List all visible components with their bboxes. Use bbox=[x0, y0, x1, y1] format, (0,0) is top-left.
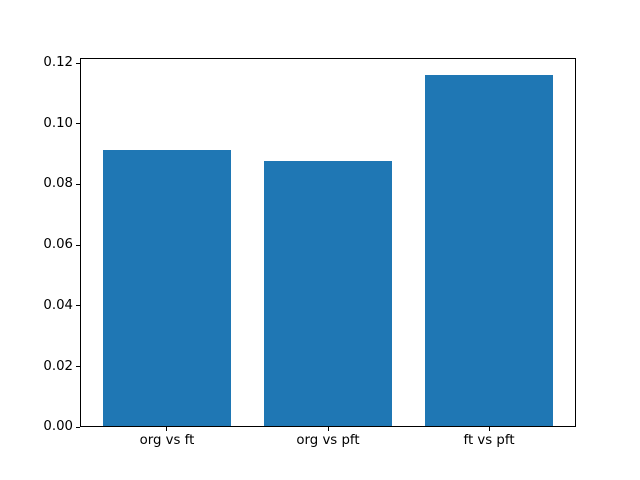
y-tick-mark bbox=[76, 426, 80, 428]
x-tick-mark bbox=[488, 427, 490, 432]
bar bbox=[424, 75, 554, 428]
y-tick-label: 0.02 bbox=[43, 358, 73, 374]
bar bbox=[102, 149, 232, 428]
y-tick-mark bbox=[76, 244, 80, 246]
y-tick-label: 0.08 bbox=[43, 176, 73, 192]
y-tick-mark bbox=[76, 123, 80, 125]
y-tick-label: 0.12 bbox=[43, 55, 73, 71]
y-tick-label: 0.04 bbox=[43, 297, 73, 313]
x-tick-mark bbox=[166, 427, 168, 432]
y-tick-mark bbox=[76, 62, 80, 64]
y-tick-mark bbox=[76, 183, 80, 185]
y-tick-mark bbox=[76, 366, 80, 367]
bar bbox=[263, 161, 393, 428]
x-tick-label: org vs ft bbox=[139, 433, 195, 449]
y-tick-mark bbox=[76, 305, 80, 307]
y-tick-label: 0.10 bbox=[43, 115, 73, 131]
x-tick-label: ft vs pft bbox=[463, 433, 515, 449]
x-tick-mark bbox=[327, 427, 329, 432]
x-tick-label: org vs pft bbox=[296, 433, 360, 449]
y-tick-label: 0.00 bbox=[43, 419, 73, 435]
y-tick-label: 0.06 bbox=[43, 237, 73, 253]
